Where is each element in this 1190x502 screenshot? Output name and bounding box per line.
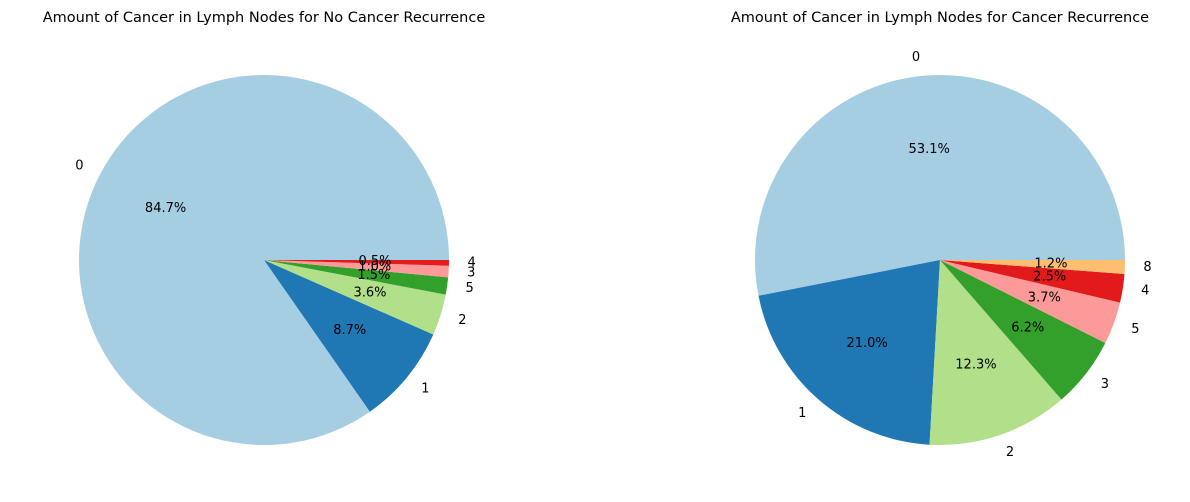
pie-wedge-no-recurrence-2	[264, 260, 446, 335]
percent-label-recurrence-3: 6.2%	[1011, 321, 1044, 336]
pie-chart-recurrence: Amount of Cancer in Lymph Nodes for Canc…	[731, 10, 1152, 460]
pie-wedges	[79, 74, 450, 445]
percent-label-recurrence-4: 2.5%	[1033, 270, 1066, 285]
chart-title-no-recurrence: Amount of Cancer in Lymph Nodes for No C…	[43, 10, 486, 26]
pie-wedge-no-recurrence-0	[79, 74, 450, 445]
pie-wedge-no-recurrence-5	[264, 260, 449, 295]
percent-label-recurrence-8: 1.2%	[1034, 257, 1067, 272]
percent-label-no-recurrence-2: 3.6%	[353, 285, 386, 300]
pie-wedge-no-recurrence-1	[264, 260, 434, 412]
category-label-recurrence-4: 4	[1141, 284, 1149, 299]
pie-wedges	[755, 74, 1125, 445]
category-label-recurrence-1: 1	[798, 406, 806, 421]
percent-label-no-recurrence-5: 1.5%	[357, 268, 390, 283]
category-label-recurrence-5: 5	[1131, 322, 1139, 337]
pie-wedge-recurrence-2	[929, 260, 1062, 445]
pie-chart-no-recurrence: Amount of Cancer in Lymph Nodes for No C…	[43, 10, 486, 445]
category-label-no-recurrence-1: 1	[421, 382, 429, 397]
chart-title-recurrence: Amount of Cancer in Lymph Nodes for Canc…	[731, 10, 1149, 26]
category-label-recurrence-8: 8	[1143, 260, 1151, 275]
pie-labels: 0 53.1% 1 21.0% 2 12.3% 3 6.2% 5 3.7% 4 2.5% 8 1.2%	[798, 50, 1152, 460]
pie-wedge-no-recurrence-3	[264, 260, 449, 278]
category-label-recurrence-0: 0	[912, 50, 920, 65]
category-label-recurrence-3: 3	[1101, 377, 1109, 392]
pie-labels: 0 84.7% 1 8.7% 2 3.6% 5 1.5% 3 1.0% 4 0.5%	[75, 158, 475, 396]
percent-label-recurrence-2: 12.3%	[955, 358, 996, 373]
pie-wedge-recurrence-8	[940, 260, 1125, 274]
pie-wedge-no-recurrence-4	[264, 260, 449, 266]
percent-label-no-recurrence-0: 84.7%	[145, 201, 186, 216]
category-label-no-recurrence-5: 5	[465, 281, 473, 296]
category-label-no-recurrence-3: 3	[467, 265, 475, 280]
pie-wedge-recurrence-0	[755, 74, 1125, 296]
percent-label-recurrence-0: 53.1%	[909, 142, 950, 157]
percent-label-recurrence-1: 21.0%	[846, 336, 887, 351]
category-label-recurrence-2: 2	[1006, 445, 1014, 460]
category-label-no-recurrence-2: 2	[458, 313, 466, 328]
pie-wedge-recurrence-1	[758, 260, 940, 445]
category-label-no-recurrence-0: 0	[75, 158, 83, 173]
percent-label-no-recurrence-4: 0.5%	[358, 254, 391, 269]
pie-wedge-recurrence-5	[940, 260, 1121, 343]
percent-label-no-recurrence-1: 8.7%	[333, 323, 366, 338]
category-label-no-recurrence-4: 4	[467, 256, 475, 271]
percent-label-no-recurrence-3: 1.0%	[358, 259, 391, 274]
pie-wedge-recurrence-3	[940, 260, 1106, 400]
pie-wedge-recurrence-4	[940, 260, 1125, 303]
percent-label-recurrence-5: 3.7%	[1028, 290, 1061, 305]
